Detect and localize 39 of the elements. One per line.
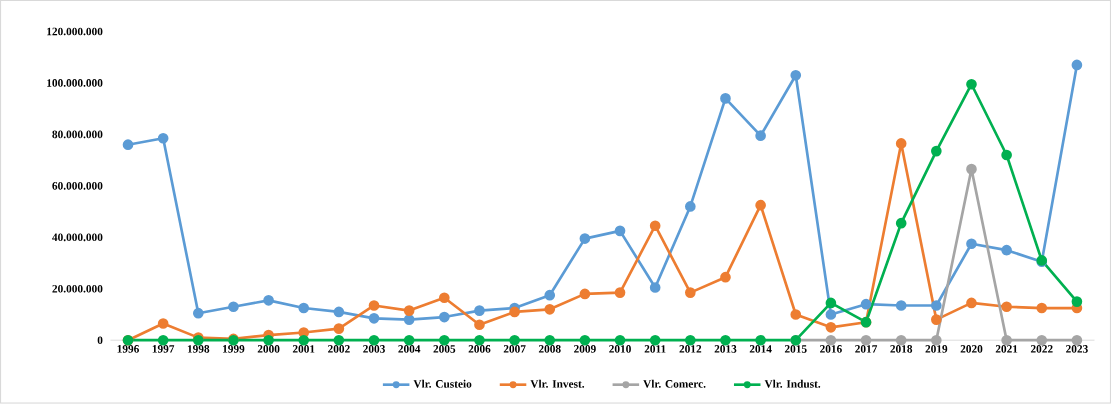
- x-tick-label: 2005: [433, 345, 456, 353]
- x-tick-label: 2007: [503, 345, 526, 353]
- x-tick-label: 2003: [363, 345, 385, 353]
- x-tick-label: 1998: [187, 345, 210, 353]
- x-tick-label: 2000: [257, 345, 280, 353]
- x-tick-label: 1997: [152, 345, 175, 353]
- y-tick-label: 40.000.000: [52, 233, 103, 242]
- x-tick-label: 2006: [468, 345, 491, 353]
- y-tick-label: 0: [97, 336, 103, 345]
- x-tick-label: 2010: [609, 345, 631, 353]
- x-tick-label: 2017: [855, 345, 878, 353]
- x-tick-label: 2022: [1030, 345, 1053, 353]
- x-tick-label: 2001: [292, 345, 315, 353]
- x-tick-label: 2012: [679, 345, 702, 353]
- x-tick-label: 2019: [925, 345, 948, 353]
- x-tick-label: 2002: [328, 345, 350, 353]
- legend-label: Vlr. Comerc.: [643, 379, 706, 388]
- y-tick-label: 80.000.000: [52, 130, 103, 139]
- legend-label: Vlr. Custeio: [413, 379, 472, 388]
- x-tick-label: 2014: [749, 345, 772, 353]
- x-tick-label: 2009: [574, 345, 596, 353]
- x-tick-label: 2011: [644, 345, 666, 353]
- y-tick-label: 100.000.000: [47, 79, 103, 87]
- x-tick-label: 1999: [223, 345, 245, 353]
- y-tick-label: 60.000.000: [52, 182, 103, 190]
- x-tick-label: 2021: [995, 345, 1018, 353]
- y-tick-label: 20.000.000: [52, 285, 103, 293]
- x-tick-label: 2023: [1066, 345, 1088, 353]
- legend-label: Vlr. Invest.: [530, 379, 585, 388]
- x-tick-label: 2018: [890, 345, 913, 353]
- x-tick-label: 2004: [398, 345, 421, 353]
- y-tick-label: 120.000.000: [47, 27, 103, 36]
- legend-label: Vlr. Indust.: [764, 379, 821, 388]
- x-tick-label: 2020: [960, 345, 983, 353]
- x-tick-label: 1996: [117, 345, 139, 353]
- x-tick-label: 2008: [538, 345, 561, 353]
- x-tick-label: 2016: [820, 345, 842, 353]
- x-tick-label: 2015: [784, 345, 807, 353]
- x-tick-label: 2013: [714, 345, 737, 353]
